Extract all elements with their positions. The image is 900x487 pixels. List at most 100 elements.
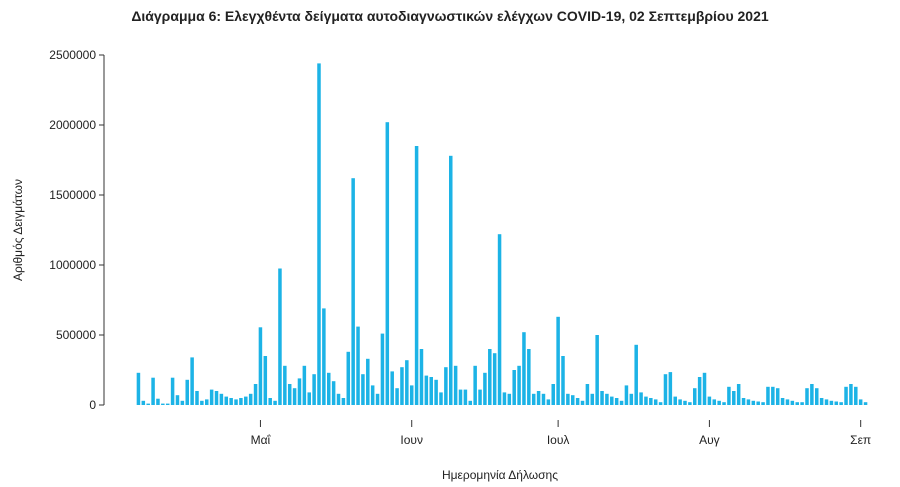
bar [575, 398, 580, 405]
bar [527, 349, 531, 405]
bar [741, 398, 746, 405]
bar [649, 398, 653, 405]
bar [229, 398, 233, 405]
bar [653, 399, 658, 405]
bar [283, 365, 287, 405]
bar [785, 399, 790, 405]
bar [839, 402, 843, 405]
bar [824, 399, 829, 405]
bar [771, 386, 775, 405]
bar [405, 360, 409, 405]
bar [209, 389, 214, 405]
bar [600, 391, 604, 405]
bar [610, 396, 614, 405]
bar [819, 398, 824, 405]
bar [327, 372, 331, 405]
bar [854, 386, 858, 405]
bar [556, 316, 560, 405]
bar [834, 401, 839, 405]
bar [205, 399, 209, 405]
bar [639, 392, 643, 405]
bar [668, 372, 673, 405]
bar [322, 308, 326, 405]
bar [380, 333, 385, 405]
bar [483, 372, 487, 405]
bar [165, 403, 170, 405]
bar [175, 395, 180, 405]
bar [429, 377, 433, 405]
bar [488, 349, 492, 405]
bar [419, 349, 424, 405]
bar [414, 146, 419, 405]
bar [624, 385, 629, 405]
bar [502, 392, 507, 405]
bar [517, 365, 521, 405]
bar [605, 393, 609, 405]
bar [219, 393, 224, 405]
bar [849, 384, 853, 405]
bar [722, 402, 726, 405]
bar [800, 402, 804, 405]
bar [614, 398, 619, 405]
bar [185, 379, 189, 405]
bar [287, 384, 292, 405]
bar [644, 396, 648, 405]
bar [366, 358, 370, 405]
bar [390, 371, 394, 405]
bar [463, 389, 468, 405]
bar [434, 379, 438, 405]
bar [795, 402, 799, 405]
bar [180, 400, 185, 405]
bar [858, 399, 863, 405]
bar [424, 375, 429, 405]
x-tick-label: Ιουλ [547, 433, 570, 447]
bar [312, 374, 316, 405]
bar [297, 378, 302, 405]
bar [683, 400, 687, 405]
bar [727, 386, 731, 405]
bar [775, 388, 780, 405]
bar [790, 400, 795, 405]
bar [756, 401, 760, 405]
bar [751, 400, 756, 405]
x-tick-label: Μαΐ [251, 433, 272, 447]
bar [375, 393, 380, 405]
bar [292, 388, 297, 405]
bar [497, 234, 502, 405]
bar [546, 399, 551, 405]
bar [663, 374, 668, 405]
bar [863, 402, 868, 405]
bar [717, 400, 721, 405]
bar [263, 356, 268, 405]
bar [697, 377, 702, 405]
bar [444, 367, 448, 405]
bar [780, 398, 785, 405]
bar [409, 385, 414, 405]
y-tick-label: 500000 [56, 328, 96, 342]
bar [239, 398, 243, 405]
bar [766, 386, 770, 405]
y-tick-label: 1500000 [49, 188, 96, 202]
bar [707, 396, 712, 405]
bar [258, 327, 263, 405]
bar [531, 393, 536, 405]
bar [214, 391, 219, 405]
bar [522, 332, 526, 405]
bar [370, 385, 375, 405]
bar [356, 326, 360, 405]
bar [702, 372, 707, 405]
bar [458, 389, 463, 405]
bar [190, 357, 194, 405]
bar [732, 391, 736, 405]
bar [634, 344, 638, 405]
y-tick-label: 2000000 [49, 118, 96, 132]
x-axis-label: Ημερομηνία Δήλωσης [442, 468, 558, 482]
bar [439, 392, 443, 405]
bar [331, 381, 336, 405]
bar [805, 388, 809, 405]
bar [619, 400, 624, 405]
bar [141, 400, 146, 405]
bar [248, 393, 253, 405]
bar [200, 400, 204, 405]
